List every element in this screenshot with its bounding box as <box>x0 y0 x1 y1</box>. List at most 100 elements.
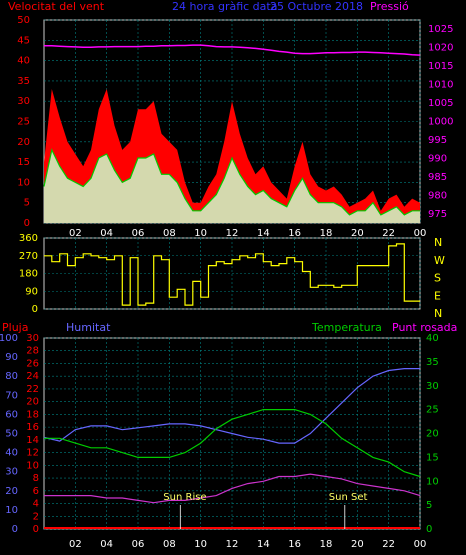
humidity-title: Humitat <box>66 321 111 334</box>
compass-label: S <box>434 272 441 285</box>
x-tick-label: 20 <box>351 539 364 550</box>
temperature-series <box>44 409 421 478</box>
rain-y-tick-label: 20 <box>26 397 39 408</box>
temperature-y-tick-label: 20 <box>426 429 439 440</box>
x-tick-label: 18 <box>320 539 333 550</box>
pressure-y-tick-label: 1020 <box>428 43 453 54</box>
humidity-y-tick-label: 60 <box>5 409 18 420</box>
rain-y-tick-label: 14 <box>26 435 39 446</box>
humidity-y-tick-label: 80 <box>5 371 18 382</box>
rain-y-tick-label: 18 <box>26 409 39 420</box>
pressure-y-tick-label: 990 <box>428 153 447 164</box>
temperature-y-tick-label: 30 <box>426 381 439 392</box>
pressure-y-tick-label: 1000 <box>428 117 453 128</box>
humidity-series <box>43 368 420 444</box>
tick-layer: 0202040406060808101012121414161618182020… <box>0 15 453 550</box>
wind-y-tick-label: 10 <box>17 177 30 188</box>
x-tick-label: 06 <box>132 539 145 550</box>
x-tick-label: 06 <box>132 228 145 239</box>
sunrise-label: Sun Rise <box>163 492 206 503</box>
x-tick-label: 00 <box>414 228 427 239</box>
rain-y-tick-label: 28 <box>26 346 39 357</box>
pressure-series <box>44 44 421 56</box>
humidity-y-tick-label: 50 <box>5 429 18 440</box>
pressure-y-tick-label: 1010 <box>428 80 453 91</box>
temperature-y-tick-label: 35 <box>426 357 439 368</box>
rain-y-tick-label: 4 <box>33 499 39 510</box>
rain-y-tick-label: 0 <box>33 524 39 535</box>
compass-label: E <box>434 289 441 302</box>
x-tick-label: 04 <box>100 539 113 550</box>
rain-y-tick-label: 8 <box>33 473 39 484</box>
humidity-y-tick-label: 10 <box>5 505 18 516</box>
x-tick-label: 16 <box>288 228 301 239</box>
wind-y-tick-label: 40 <box>17 56 30 67</box>
pressure-y-tick-label: 985 <box>428 172 447 183</box>
wind-y-tick-label: 5 <box>24 198 30 209</box>
wind-y-tick-label: 45 <box>17 35 30 46</box>
humidity-y-tick-label: 0 <box>12 524 18 535</box>
x-tick-label: 22 <box>382 539 395 550</box>
x-tick-label: 10 <box>194 228 207 239</box>
rain-y-tick-label: 22 <box>26 384 39 395</box>
temperature-y-tick-label: 5 <box>426 500 432 511</box>
rain-y-tick-label: 16 <box>26 422 39 433</box>
rain-y-tick-label: 30 <box>26 333 39 344</box>
rain-y-tick-label: 6 <box>33 486 39 497</box>
temperature-title: Temperatura <box>311 321 382 334</box>
lower-layer <box>43 368 421 529</box>
direction-layer <box>44 243 420 306</box>
rain-y-tick-label: 26 <box>26 358 39 369</box>
x-tick-label: 16 <box>288 539 301 550</box>
wind-direction-series <box>44 243 420 306</box>
rain-y-tick-label: 12 <box>26 448 39 459</box>
wind-y-tick-label: 50 <box>17 15 30 26</box>
date-label: 25 Octubre 2018 <box>270 0 363 13</box>
x-tick-label: 14 <box>257 228 270 239</box>
wind-y-tick-label: 0 <box>24 218 30 229</box>
humidity-y-tick-label: 70 <box>5 390 18 401</box>
rain-y-tick-label: 2 <box>33 511 39 522</box>
humidity-y-tick-label: 100 <box>0 333 18 344</box>
x-tick-label: 10 <box>194 539 207 550</box>
x-tick-label: 08 <box>163 228 176 239</box>
x-tick-label: 22 <box>382 228 395 239</box>
wind-average-area <box>44 149 420 223</box>
x-tick-label: 04 <box>100 228 113 239</box>
compass-label: W <box>434 254 445 267</box>
wind-title: Velocitat del vent <box>8 0 105 13</box>
humidity-y-tick-label: 20 <box>5 486 18 497</box>
x-tick-label: 18 <box>320 228 333 239</box>
rain-y-tick-label: 24 <box>26 371 39 382</box>
humidity-y-tick-label: 90 <box>5 352 18 363</box>
direction-y-tick-label: 270 <box>19 251 38 262</box>
x-tick-label: 08 <box>163 539 176 550</box>
wind-y-tick-label: 30 <box>17 96 30 107</box>
wind-layer <box>43 44 421 223</box>
compass-label: N <box>434 236 442 249</box>
pressure-y-tick-label: 995 <box>428 135 447 146</box>
wind-y-tick-label: 25 <box>17 117 30 128</box>
pressure-y-tick-label: 975 <box>428 209 447 220</box>
pressure-title: Pressió <box>370 0 409 13</box>
temperature-y-tick-label: 25 <box>426 405 439 416</box>
wind-y-tick-label: 35 <box>17 76 30 87</box>
dewpoint-title: Punt rosada <box>392 321 457 334</box>
humidity-y-tick-label: 40 <box>5 448 18 459</box>
wind-y-tick-label: 20 <box>17 137 30 148</box>
x-tick-label: 00 <box>414 539 427 550</box>
temperature-y-tick-label: 15 <box>426 452 439 463</box>
direction-y-tick-label: 90 <box>25 286 38 297</box>
temperature-y-tick-label: 0 <box>426 524 432 535</box>
direction-y-tick-label: 180 <box>19 269 38 280</box>
pressure-y-tick-label: 1005 <box>428 98 453 109</box>
x-tick-label: 12 <box>226 539 239 550</box>
direction-y-tick-label: 0 <box>32 304 38 315</box>
period-title: 24 hora gràfic data <box>172 0 277 13</box>
wind-average-series <box>43 148 420 216</box>
x-tick-label: 02 <box>69 539 82 550</box>
x-tick-label: 12 <box>226 228 239 239</box>
pressure-y-tick-label: 1015 <box>428 61 453 72</box>
wind-y-tick-label: 15 <box>17 157 30 168</box>
